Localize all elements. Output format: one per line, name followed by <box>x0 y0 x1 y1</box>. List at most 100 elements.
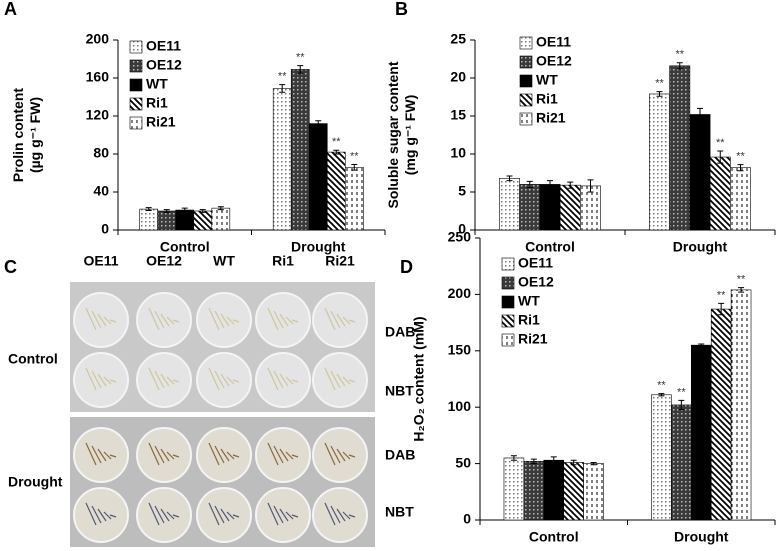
legend-label: OE12 <box>536 53 572 69</box>
seedling <box>103 316 112 325</box>
seedling <box>172 454 180 458</box>
legend-swatch <box>129 116 143 130</box>
seedling <box>208 442 220 466</box>
seedling <box>273 310 284 329</box>
y-axis-label: H₂O₂ content (mM) <box>411 316 427 441</box>
legend-swatch <box>519 36 533 50</box>
seedling <box>324 307 336 331</box>
seedling <box>220 313 230 327</box>
seedling <box>348 514 356 518</box>
seedling <box>154 445 165 464</box>
well <box>312 487 368 543</box>
error-bar <box>567 181 574 189</box>
seedling <box>148 442 160 466</box>
x-tick-label: Control <box>529 529 579 545</box>
legend-swatch <box>519 74 533 88</box>
y-tick-label: 0 <box>101 221 109 237</box>
legend-label: OE12 <box>146 57 182 73</box>
significance-label: ** <box>655 78 664 90</box>
seedling <box>109 454 117 458</box>
error-bar <box>526 180 533 188</box>
seedling <box>103 511 112 520</box>
significance-label: ** <box>278 71 287 83</box>
stain-label: NBT <box>385 504 414 520</box>
seedling <box>97 373 107 387</box>
seedling <box>232 454 240 458</box>
bar <box>157 210 177 231</box>
error-bar <box>145 207 152 212</box>
seedling <box>267 307 279 331</box>
well <box>136 292 192 348</box>
legend-label: WT <box>536 72 558 88</box>
legend-label: Ri1 <box>146 95 168 111</box>
bar <box>272 88 292 231</box>
seedling <box>214 505 225 524</box>
seedling <box>285 316 294 325</box>
bar <box>539 184 561 231</box>
y-tick-label: 25 <box>450 31 466 47</box>
legend-label: OE12 <box>518 274 554 290</box>
seedling <box>324 367 336 391</box>
error-bar <box>590 461 597 466</box>
y-tick-label: 200 <box>448 285 472 301</box>
seedling <box>208 367 220 391</box>
well <box>255 427 311 483</box>
seedling <box>267 502 279 526</box>
seedling <box>285 451 294 460</box>
panel-label: C <box>4 257 17 277</box>
wells <box>73 292 368 543</box>
panel-label: D <box>400 257 413 277</box>
panel-label: B <box>395 0 408 19</box>
seedling <box>160 508 170 522</box>
seedling <box>348 379 356 383</box>
y-axis-label: (mg g⁻¹ FW) <box>402 95 418 175</box>
seedling <box>109 319 117 323</box>
seedling <box>226 376 235 385</box>
error-bar <box>199 209 206 213</box>
error-bar <box>217 206 224 211</box>
legend-label: Ri21 <box>536 110 566 126</box>
well <box>255 487 311 543</box>
seedling <box>85 367 97 391</box>
column-label: OE12 <box>146 253 182 269</box>
significance-label: ** <box>296 52 305 64</box>
seedling <box>148 502 160 526</box>
error-bar <box>351 163 358 171</box>
y-tick-label: 0 <box>458 221 466 237</box>
seedling <box>324 502 336 526</box>
seedling <box>336 373 346 387</box>
x-tick-label: Control <box>525 239 575 255</box>
significance-label: ** <box>675 49 684 61</box>
well <box>312 427 368 483</box>
legend-label: WT <box>146 76 168 92</box>
bar <box>344 167 364 231</box>
legend-label: Ri21 <box>146 114 176 130</box>
seedling <box>160 313 170 327</box>
seedling <box>166 451 175 460</box>
bar <box>649 93 670 231</box>
column-label: Ri1 <box>272 253 294 269</box>
seedling <box>267 367 279 391</box>
column-label: OE11 <box>83 253 118 269</box>
legend-label: WT <box>518 293 540 309</box>
bar <box>583 463 604 521</box>
seedling <box>172 379 180 383</box>
seedling <box>214 370 225 389</box>
seedling <box>208 307 220 331</box>
seedling <box>232 319 240 323</box>
y-tick-label: 5 <box>458 183 466 199</box>
x-tick-label: Drought <box>291 239 346 255</box>
legend-swatch <box>501 276 515 290</box>
significance-label: ** <box>737 274 746 286</box>
seedling <box>148 307 160 331</box>
y-axis-label: Soluble sugar content <box>385 61 401 208</box>
significance-label: ** <box>677 386 686 398</box>
bar <box>290 69 310 231</box>
significance-label: ** <box>332 136 341 148</box>
seedling <box>166 376 175 385</box>
error-bar <box>678 399 685 410</box>
y-tick-label: 0 <box>463 511 471 527</box>
panel-c: C OE11 OE12 WT Ri1 Ri21 Control Drought … <box>4 253 415 547</box>
bar <box>730 289 752 521</box>
